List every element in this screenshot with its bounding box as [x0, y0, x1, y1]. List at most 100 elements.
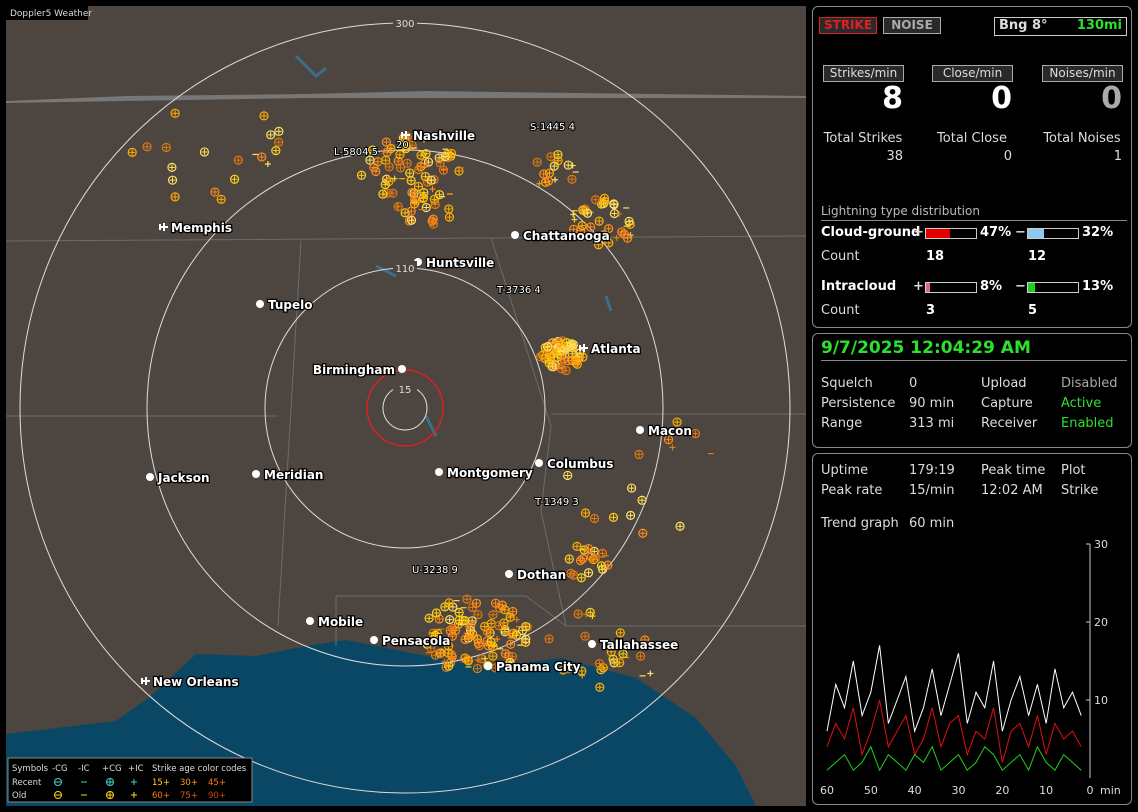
strike-symbol: [558, 665, 568, 675]
city-dot: [146, 473, 154, 481]
strike-symbol: [549, 363, 556, 370]
bearing: Bng 8°: [999, 18, 1048, 33]
strike-symbol: [599, 230, 609, 240]
strike-symbol: [456, 609, 463, 616]
counter-button[interactable]: Strikes/min: [823, 65, 904, 82]
city-dot: [484, 662, 492, 670]
strike-symbol: [438, 165, 449, 175]
storm-label: L-5804 5: [334, 147, 378, 158]
strike-symbol: [595, 682, 605, 692]
strike-symbol: [575, 610, 582, 617]
strike-symbol: [566, 556, 573, 563]
strike-symbol: [467, 627, 474, 634]
legend-header: +CG: [102, 764, 122, 774]
percent: 47%: [980, 225, 1012, 240]
strike-symbol: [449, 633, 456, 640]
trend-line: [826, 699, 1082, 763]
strike-symbol: [408, 177, 415, 184]
strike-button[interactable]: STRIKE: [819, 17, 877, 34]
strike-symbol: [663, 435, 674, 445]
strike-symbol: [473, 610, 483, 620]
strike-symbol: [433, 610, 440, 617]
counter-button[interactable]: Close/min: [932, 65, 1013, 82]
legend-box: [7, 757, 253, 803]
strike-symbol: [258, 153, 265, 160]
strike-symbol: [624, 235, 631, 242]
strike-symbol: [551, 163, 558, 170]
status-panel: 9/7/2025 12:04:29 AM Squelch 0 Upload Disab…: [812, 333, 1132, 448]
strike-symbol: [640, 635, 650, 645]
strike-symbol: [400, 208, 410, 218]
strike-symbol: [570, 226, 577, 233]
city-dot: [535, 459, 543, 467]
strike-symbol: [434, 190, 445, 200]
x-tick-label: 40: [908, 784, 922, 797]
strike-symbol: [605, 239, 612, 246]
strike-symbol: [580, 631, 590, 641]
state-lines: [6, 235, 806, 646]
city-label: Columbus: [547, 457, 614, 471]
count-label: Count: [821, 303, 860, 318]
strike-symbol: [521, 621, 531, 632]
strike-symbol: [610, 656, 617, 663]
strike-symbol: [641, 636, 648, 643]
strike-symbol: [585, 569, 592, 576]
strike-symbol: [129, 149, 136, 156]
strike-symbol: [446, 599, 453, 606]
strike-symbol: [577, 227, 584, 234]
strike-symbol: [567, 174, 577, 184]
legend-symbol: [107, 779, 113, 785]
field: Disabled: [1061, 376, 1118, 391]
strike-symbol: [596, 199, 607, 209]
strike-symbol: [474, 657, 481, 664]
city-label: New Orleans: [153, 675, 239, 689]
field: Capture: [981, 396, 1033, 411]
strike-symbol: [484, 628, 491, 635]
strike-symbol: [418, 152, 425, 159]
strike-symbol: [574, 361, 581, 368]
legend-item: 90+: [208, 791, 226, 801]
strike-symbol: [431, 630, 441, 641]
strike-symbol: [416, 150, 426, 160]
noise-button[interactable]: NOISE: [883, 17, 941, 34]
strike-symbol: [563, 470, 573, 481]
strike-symbol: [437, 159, 444, 166]
bar: [1028, 229, 1044, 238]
strike-symbol: [596, 665, 606, 675]
city-label: Pensacola: [382, 634, 450, 648]
strike-symbol: [259, 111, 269, 121]
strike-symbol: [384, 162, 394, 172]
legend-header: -IC: [78, 764, 90, 774]
strike-symbol: [163, 144, 170, 151]
strike-symbol: [616, 659, 623, 666]
y-tick-label: 10: [1094, 694, 1108, 707]
strike-symbol: [595, 241, 602, 248]
strike-symbol: [170, 108, 180, 118]
sign: +: [913, 225, 924, 240]
strike-symbol: [211, 189, 218, 196]
airport-icon: [579, 344, 588, 352]
strike-symbol: [169, 177, 176, 184]
field: Uptime: [821, 463, 869, 478]
strike-symbol: [424, 613, 434, 623]
city-label: Huntsville: [426, 256, 494, 270]
strike-symbol: [558, 365, 565, 372]
strike-symbol: [441, 658, 448, 665]
legend-symbol: [107, 792, 113, 798]
strike-symbol: [585, 545, 592, 552]
city-dot: [256, 300, 264, 308]
percent: 13%: [1082, 279, 1114, 294]
airport-icon: [159, 223, 168, 231]
strike-symbol: [577, 557, 584, 564]
total-value: 0: [1003, 149, 1012, 164]
rivers: [294, 54, 613, 437]
strike-symbol: [600, 231, 607, 238]
strike-symbol: [167, 175, 178, 185]
strike-symbol: [216, 194, 226, 204]
sign: −: [1015, 225, 1026, 240]
strike-symbol: [488, 610, 498, 620]
counter-button[interactable]: Noises/min: [1042, 65, 1123, 82]
strike-symbol: [471, 598, 482, 608]
x-tick-label: 50: [864, 784, 878, 797]
